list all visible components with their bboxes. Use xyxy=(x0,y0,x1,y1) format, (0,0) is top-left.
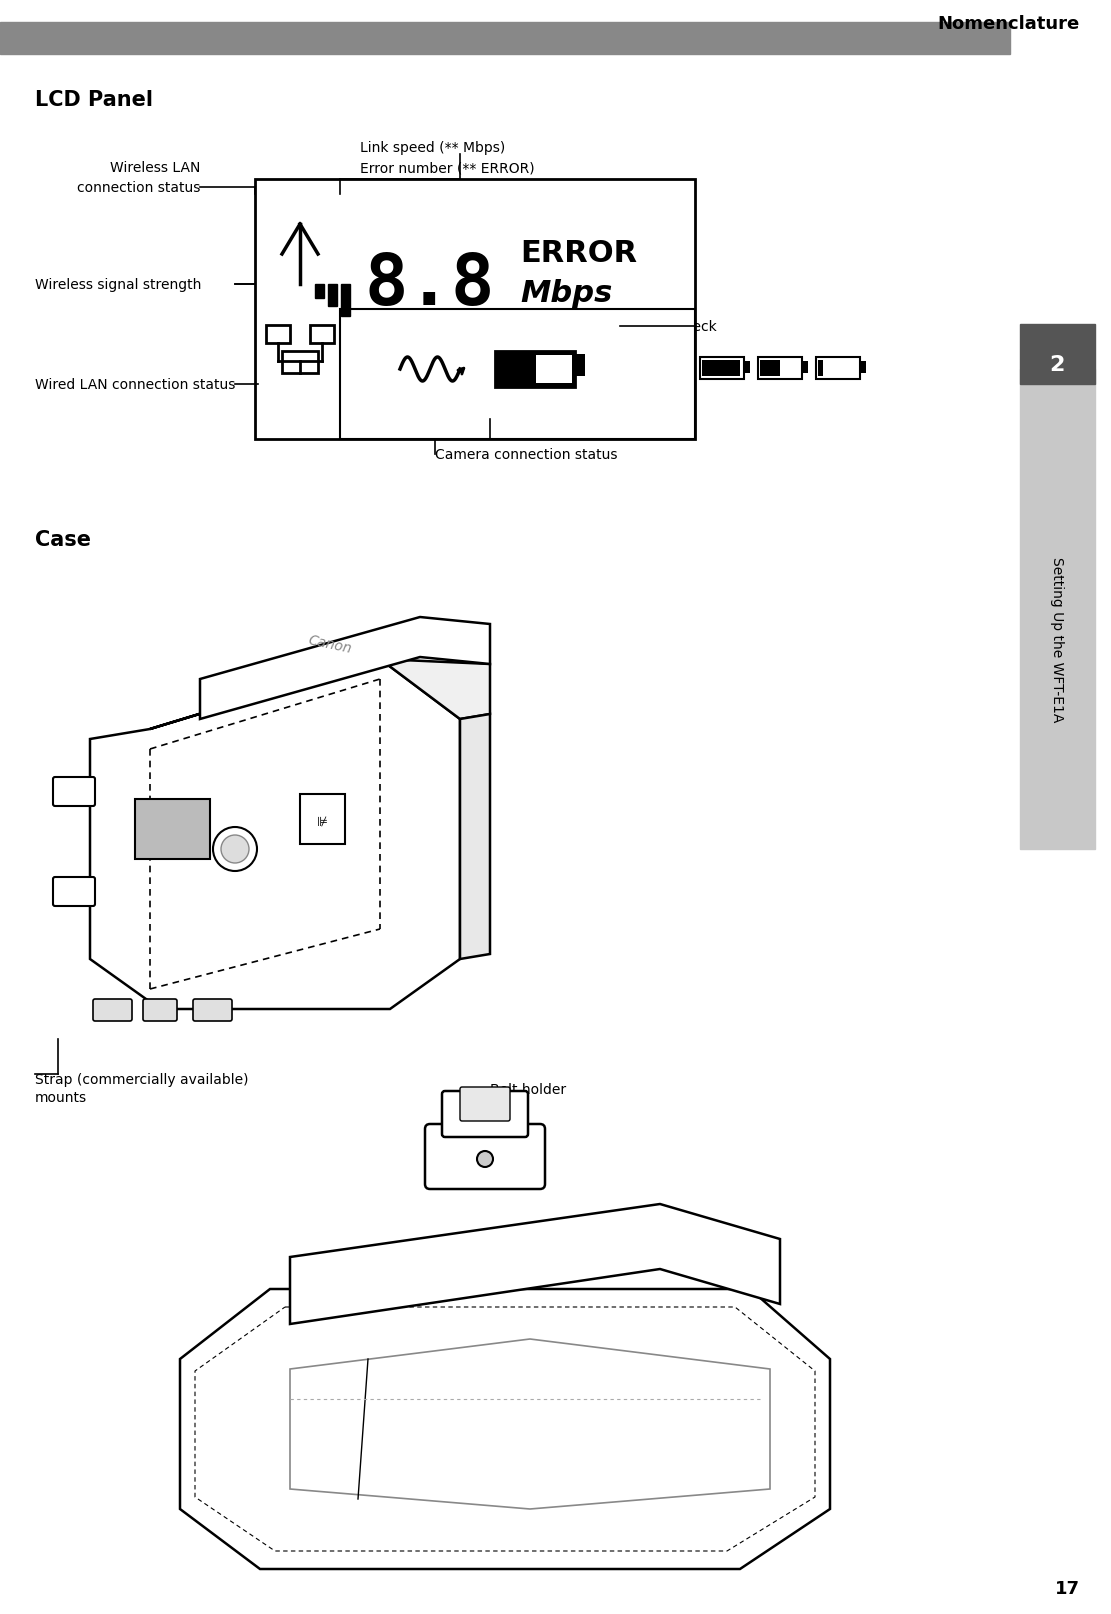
Text: Link speed (** Mbps): Link speed (** Mbps) xyxy=(360,140,506,155)
Bar xyxy=(575,355,585,376)
Text: ⊯: ⊯ xyxy=(317,817,328,830)
Text: mounts: mounts xyxy=(36,1091,87,1104)
Text: Nomenclature: Nomenclature xyxy=(938,15,1080,32)
Bar xyxy=(498,355,536,384)
Bar xyxy=(1020,324,1095,384)
Polygon shape xyxy=(290,1340,770,1509)
Bar xyxy=(815,358,860,379)
Bar xyxy=(496,352,575,387)
Bar xyxy=(316,284,324,299)
Bar xyxy=(328,284,337,307)
Text: 17: 17 xyxy=(1055,1578,1080,1596)
Text: Strap (commercially available): Strap (commercially available) xyxy=(36,1072,249,1086)
FancyBboxPatch shape xyxy=(143,999,177,1022)
Circle shape xyxy=(477,1151,493,1167)
Bar xyxy=(310,326,334,344)
Text: connection status: connection status xyxy=(77,181,200,195)
Text: Battery check: Battery check xyxy=(620,320,717,334)
Text: Camera connection status: Camera connection status xyxy=(436,447,618,462)
FancyBboxPatch shape xyxy=(442,1091,528,1138)
Bar xyxy=(1020,370,1095,849)
Text: LCD Panel: LCD Panel xyxy=(36,90,153,110)
Text: Wired LAN connection status: Wired LAN connection status xyxy=(36,378,236,392)
Text: 2: 2 xyxy=(1049,355,1064,374)
Bar xyxy=(300,794,346,844)
Text: Error number (** ERROR): Error number (** ERROR) xyxy=(360,161,534,174)
Text: Setting Up the WFT-E1A: Setting Up the WFT-E1A xyxy=(1050,557,1064,721)
Text: Normal antenna pocket: Normal antenna pocket xyxy=(220,1472,383,1486)
Circle shape xyxy=(221,836,249,863)
Text: 8.8: 8.8 xyxy=(364,250,496,320)
Polygon shape xyxy=(460,715,490,959)
Bar xyxy=(818,362,823,376)
Bar xyxy=(341,284,350,316)
Circle shape xyxy=(213,828,257,872)
FancyBboxPatch shape xyxy=(426,1125,546,1190)
Bar xyxy=(266,326,290,344)
Bar xyxy=(256,179,695,439)
Bar xyxy=(0,23,1010,55)
Polygon shape xyxy=(150,660,490,730)
FancyBboxPatch shape xyxy=(93,999,132,1022)
Text: Wireless LAN: Wireless LAN xyxy=(110,161,200,174)
Text: Belt holder: Belt holder xyxy=(490,1083,567,1096)
Text: Case: Case xyxy=(36,529,91,550)
FancyBboxPatch shape xyxy=(53,878,96,907)
FancyBboxPatch shape xyxy=(53,778,96,807)
Text: Canon: Canon xyxy=(307,633,353,655)
Polygon shape xyxy=(90,660,460,1009)
Bar xyxy=(760,362,780,376)
Bar xyxy=(700,358,744,379)
Polygon shape xyxy=(200,618,490,720)
FancyBboxPatch shape xyxy=(193,999,232,1022)
Bar xyxy=(702,362,740,376)
Bar xyxy=(744,362,750,374)
Text: Wireless signal strength: Wireless signal strength xyxy=(36,278,201,292)
Bar xyxy=(498,355,572,384)
Bar xyxy=(136,799,210,860)
Text: ERROR: ERROR xyxy=(520,239,637,268)
FancyBboxPatch shape xyxy=(460,1088,510,1122)
Bar xyxy=(802,362,808,374)
Bar xyxy=(340,310,695,439)
Bar xyxy=(758,358,802,379)
Polygon shape xyxy=(290,1204,780,1323)
Bar xyxy=(282,352,318,374)
Bar xyxy=(860,362,865,374)
Text: Mbps: Mbps xyxy=(520,278,612,307)
Polygon shape xyxy=(180,1290,830,1569)
